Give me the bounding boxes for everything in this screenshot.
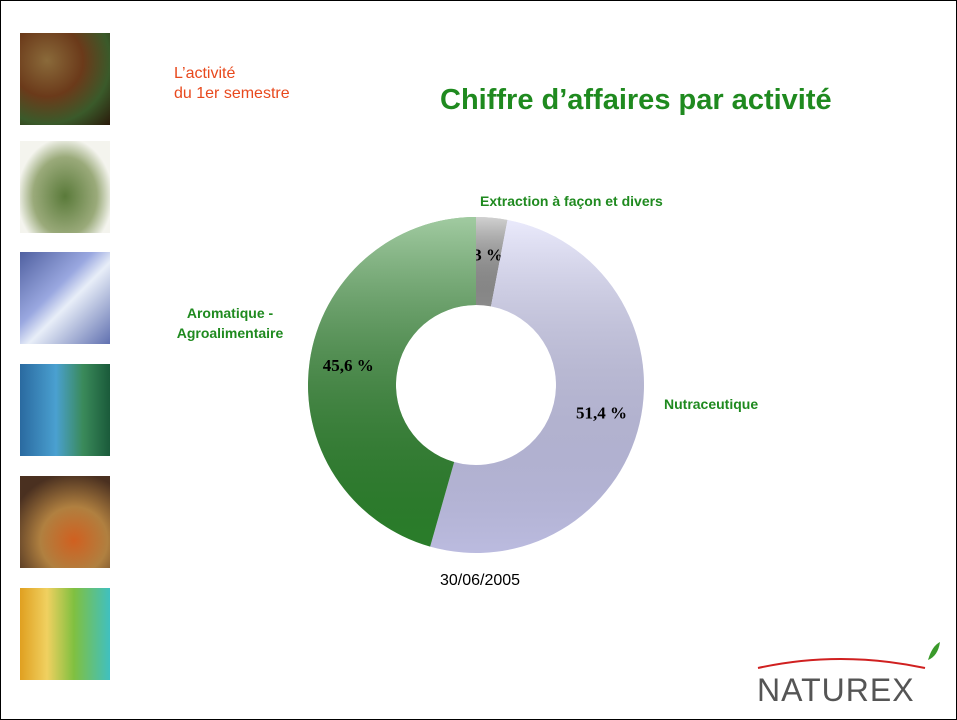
logo: NATUREX [757,672,915,708]
segment-shade [307,217,476,547]
thumbnail [20,33,110,125]
segment-shade [476,217,508,307]
category-label: Extraction à façon et divers [480,193,663,209]
value-label: 51,4 % [576,404,627,423]
thumbnail [20,141,110,233]
caption: 30/06/2005 [439,572,521,589]
chart-title: Chiffre d’affaires par activité [440,84,832,116]
subtitle-line: du 1er semestre [174,85,290,102]
value-label: 3 % [473,245,503,264]
logo-leaf [928,642,940,660]
thumbnail [20,252,110,344]
segment-shade [430,219,644,553]
thumbnail [20,364,110,456]
logo-arc [757,658,926,669]
category-label: Nutraceutique [664,396,759,412]
thumbnail [20,476,110,568]
value-label: 45,6 % [323,356,374,375]
category-label: Aromatique - Agroalimentaire [176,305,284,341]
subtitle: L’activité du 1er semestre [174,64,290,104]
subtitle-line: L’activité [174,65,236,82]
thumbnail [20,588,110,680]
